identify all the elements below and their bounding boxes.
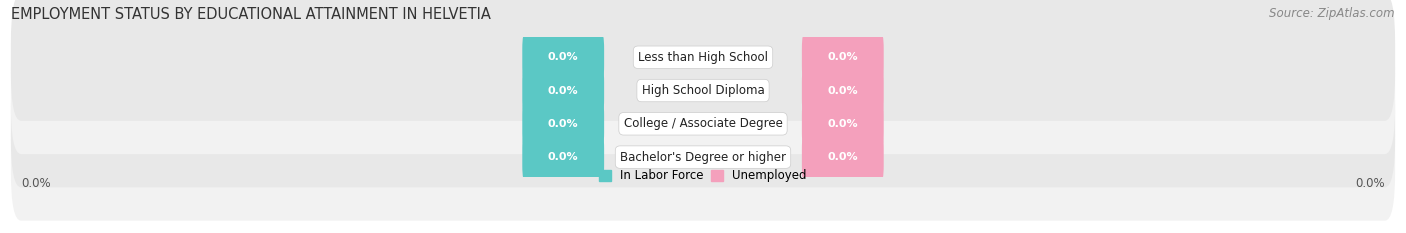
Text: 0.0%: 0.0% xyxy=(828,86,858,96)
Text: High School Diploma: High School Diploma xyxy=(641,84,765,97)
FancyBboxPatch shape xyxy=(801,32,884,82)
FancyBboxPatch shape xyxy=(11,93,1395,221)
FancyBboxPatch shape xyxy=(801,132,884,182)
Text: 0.0%: 0.0% xyxy=(1355,177,1385,190)
Text: 0.0%: 0.0% xyxy=(21,177,51,190)
FancyBboxPatch shape xyxy=(11,27,1395,154)
FancyBboxPatch shape xyxy=(522,65,605,116)
Text: 0.0%: 0.0% xyxy=(828,52,858,62)
Text: 0.0%: 0.0% xyxy=(548,152,578,162)
Legend: In Labor Force, Unemployed: In Labor Force, Unemployed xyxy=(599,169,807,182)
Text: 0.0%: 0.0% xyxy=(548,86,578,96)
Text: 0.0%: 0.0% xyxy=(548,52,578,62)
Text: Source: ZipAtlas.com: Source: ZipAtlas.com xyxy=(1270,7,1395,20)
FancyBboxPatch shape xyxy=(11,60,1395,187)
Text: 0.0%: 0.0% xyxy=(828,152,858,162)
Text: 0.0%: 0.0% xyxy=(828,119,858,129)
Text: EMPLOYMENT STATUS BY EDUCATIONAL ATTAINMENT IN HELVETIA: EMPLOYMENT STATUS BY EDUCATIONAL ATTAINM… xyxy=(11,7,491,22)
Text: Less than High School: Less than High School xyxy=(638,51,768,64)
Text: College / Associate Degree: College / Associate Degree xyxy=(624,117,782,130)
FancyBboxPatch shape xyxy=(801,99,884,149)
FancyBboxPatch shape xyxy=(522,132,605,182)
Text: Bachelor's Degree or higher: Bachelor's Degree or higher xyxy=(620,151,786,164)
FancyBboxPatch shape xyxy=(801,65,884,116)
FancyBboxPatch shape xyxy=(522,32,605,82)
FancyBboxPatch shape xyxy=(11,0,1395,121)
FancyBboxPatch shape xyxy=(522,99,605,149)
Text: 0.0%: 0.0% xyxy=(548,119,578,129)
